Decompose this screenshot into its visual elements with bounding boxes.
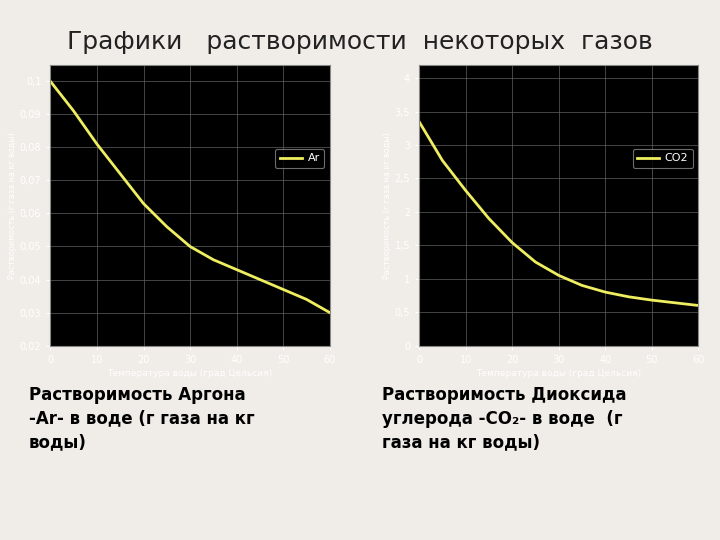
- Ar: [139, 200, 148, 207]
- CO2: [462, 187, 470, 194]
- CO2: [577, 282, 586, 289]
- CO2: [624, 294, 633, 300]
- CO2: [531, 259, 540, 265]
- X-axis label: Температура воды (град Цельсия): Температура воды (град Цельсия): [476, 369, 642, 378]
- Ar: [279, 286, 287, 293]
- Ar: [46, 78, 55, 85]
- CO2: [508, 239, 516, 246]
- Ar: [186, 243, 194, 249]
- Y-axis label: Растворимость (г газа на кг воды): Растворимость (г газа на кг воды): [382, 132, 392, 279]
- CO2: [438, 157, 446, 164]
- CO2: [554, 272, 563, 279]
- CO2: [647, 297, 656, 303]
- Ar: [116, 171, 125, 177]
- Ar: [325, 309, 334, 316]
- X-axis label: Температура воды (град Цельсия): Температура воды (град Цельсия): [107, 369, 273, 378]
- CO2: [601, 289, 610, 295]
- Ar: [93, 141, 102, 147]
- CO2: [671, 300, 680, 306]
- CO2: [485, 215, 493, 222]
- Text: Растворимость Диоксида
углерода -CO₂- в воде  (г
газа на кг воды): Растворимость Диоксида углерода -CO₂- в …: [382, 386, 626, 451]
- Line: CO2: CO2: [419, 122, 698, 306]
- Ar: [256, 276, 264, 283]
- Ar: [302, 296, 311, 302]
- Y-axis label: Растворимость (г газа на кг воды): Растворимость (г газа на кг воды): [8, 132, 17, 279]
- CO2: [694, 302, 703, 309]
- CO2: [415, 118, 423, 125]
- Line: Ar: Ar: [50, 82, 330, 313]
- Text: Графики   растворимости  некоторых  газов: Графики растворимости некоторых газов: [67, 30, 653, 53]
- Text: Растворимость Аргона
-Ar- в воде (г газа на кг
воды): Растворимость Аргона -Ar- в воде (г газа…: [29, 386, 254, 451]
- Ar: [163, 224, 171, 230]
- Ar: [233, 266, 241, 273]
- Legend: Ar: Ar: [275, 149, 324, 168]
- Ar: [69, 108, 78, 114]
- Legend: CO2: CO2: [633, 149, 693, 168]
- Ar: [209, 256, 217, 263]
